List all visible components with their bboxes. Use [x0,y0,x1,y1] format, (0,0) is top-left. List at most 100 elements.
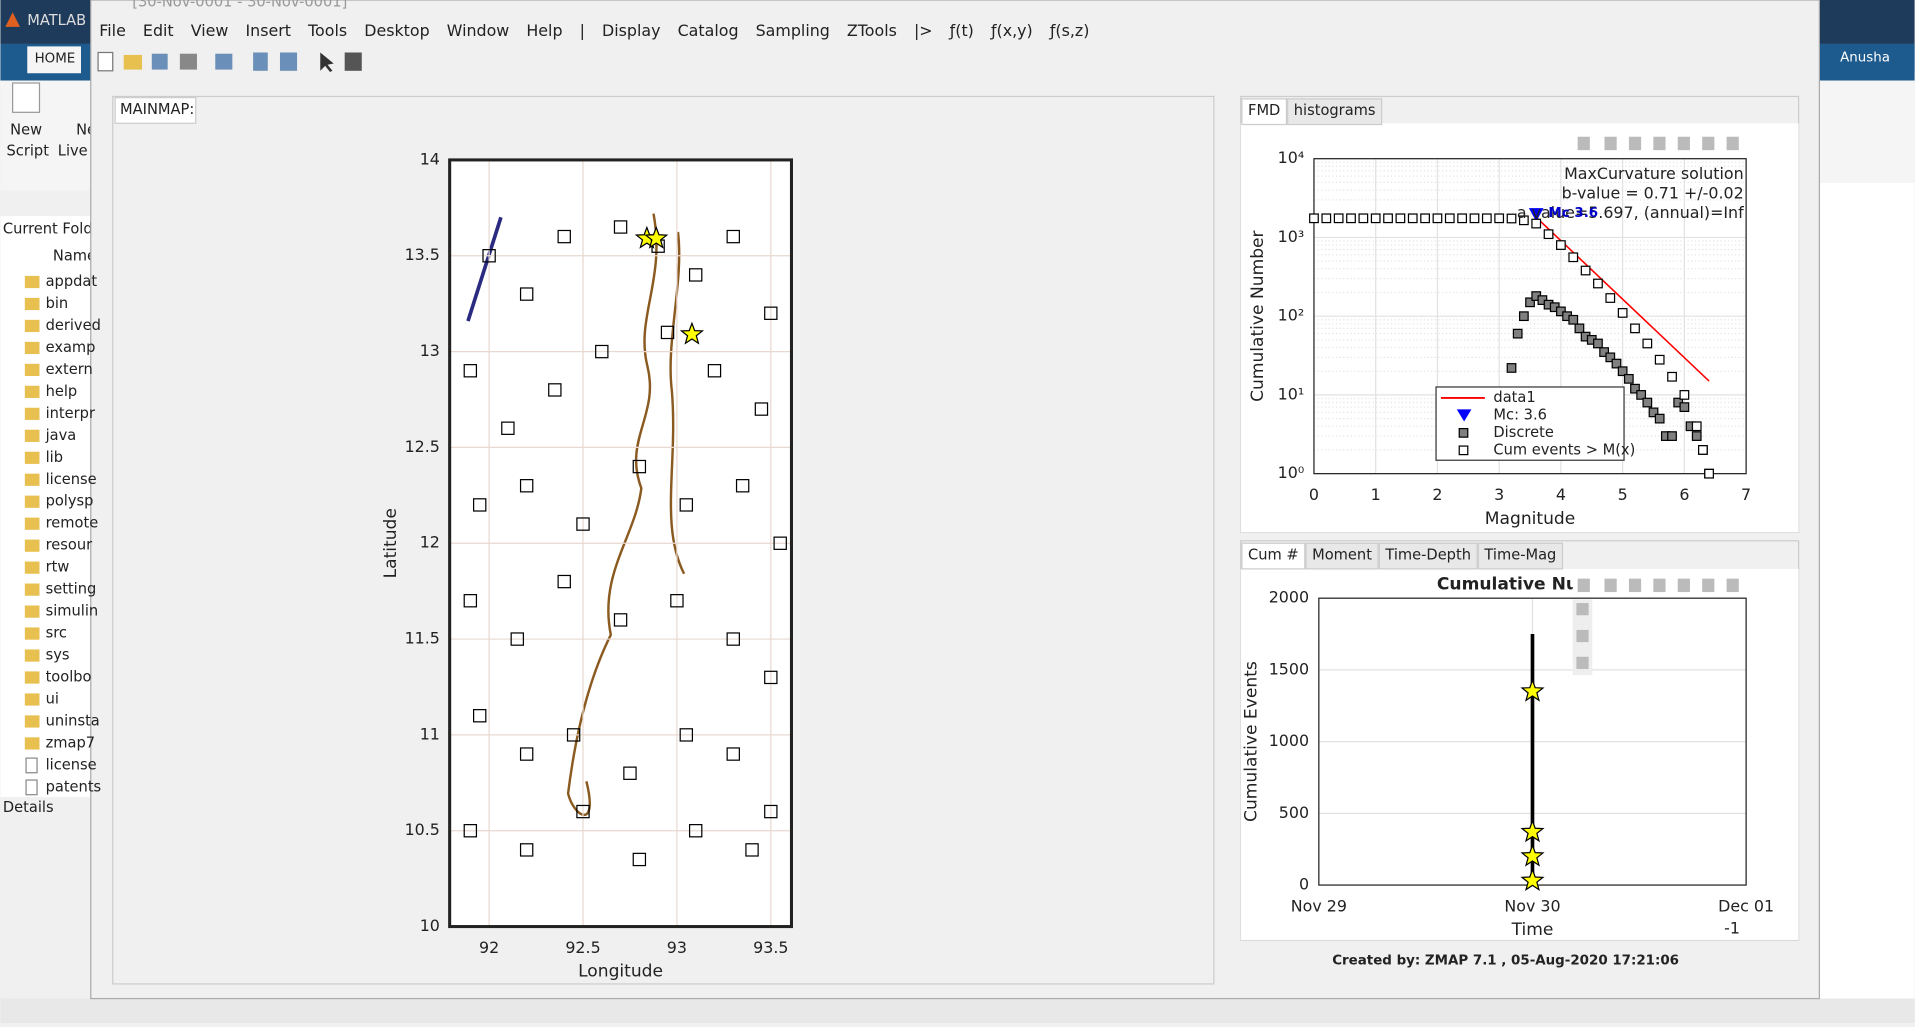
tab-box [1241,98,1288,126]
discrete-marker [1574,323,1585,334]
folder-icon [24,275,40,289]
cum-marker [1358,213,1369,224]
menu-item[interactable]: Help [526,21,562,40]
menu-item[interactable]: Desktop [364,21,429,40]
folder-item[interactable]: java [45,427,77,444]
folder-item[interactable]: zmap7 [46,734,95,751]
folder-item[interactable]: derived [46,317,101,334]
star-marker [1520,843,1545,867]
legend-swatch [1458,445,1469,456]
tab[interactable]: MAINMAP: [120,101,194,118]
user[interactable]: Anusha [1840,50,1890,65]
event-marker [735,479,750,493]
discrete-marker [1623,373,1634,384]
fmd-axes: 0 1 2 3 4 5 6 7 10⁰ 10¹ 10² 10³ 10⁴ Magnitude Cumulati… [1248,148,1751,529]
star-marker [1520,819,1545,843]
new-script[interactable]: Script [7,142,50,159]
event-marker [660,325,675,340]
folder-icon [24,715,40,728]
event-marker [707,364,722,378]
folder-item[interactable]: extern [46,361,93,378]
menu-item[interactable]: ƒ(t) [949,21,974,40]
annotation: MaxCurvature solution [1564,164,1744,183]
folder-item[interactable]: resour [46,537,94,554]
home-tab[interactable]: HOME [35,52,76,67]
legend-label: Cum events > M(x) [1493,441,1635,458]
folder-icon [24,429,40,442]
y-tick-label: 11.5 [405,629,440,648]
discrete-marker [1642,397,1653,408]
new-script[interactable]: New [10,122,42,139]
folder-item[interactable]: simulin [46,603,99,620]
folder-icon [24,451,40,464]
tab[interactable]: Time-Depth [1384,546,1471,563]
cum-marker [1407,213,1418,224]
folder-item[interactable]: uninsta [46,712,100,729]
current-folder: Current Folde [3,221,102,238]
folder-item[interactable]: appdat [46,273,98,290]
y-tick-label: 2000 [1269,588,1309,607]
menu-item[interactable]: Catalog [678,21,739,40]
folder-item[interactable]: help [46,383,78,400]
discrete-marker [1599,347,1610,357]
menu-item[interactable]: | [580,21,585,40]
event-marker [764,804,778,819]
menu-item[interactable]: File [99,21,126,40]
menu-item[interactable]: ƒ(s,z) [1049,21,1090,40]
discrete-marker [1593,338,1603,349]
folder-item[interactable]: license [46,756,97,773]
menu-item[interactable]: View [191,21,229,40]
event-marker [519,747,534,761]
folder-item[interactable]: lib [46,449,63,466]
x-tick-label: 93 [667,938,687,957]
tab[interactable]: FMD [1248,102,1280,119]
event-marker [519,843,534,857]
folder-item[interactable]: polysp [46,493,94,510]
event-marker [557,574,571,589]
menu-item[interactable]: Display [602,21,660,40]
tab[interactable]: histograms [1294,102,1376,119]
folder-item[interactable]: remote [46,515,99,532]
folder-item[interactable]: bin [46,295,69,312]
legend-swatch [1456,409,1472,422]
menu-item[interactable]: |> [914,21,933,40]
cum-marker [1494,213,1505,224]
folder-item[interactable]: license [46,471,97,488]
file-icon [25,757,38,774]
menu-item[interactable]: Insert [245,21,291,40]
menu-item[interactable]: Tools [307,21,347,40]
menu-item[interactable]: Edit [143,21,174,40]
folder-item[interactable]: setting [46,581,97,598]
event-marker [510,632,524,646]
tab[interactable]: Cum # [1248,546,1299,563]
tab-box [1305,542,1379,570]
cum-marker [1679,390,1690,400]
folder-icon [24,605,40,618]
event-marker [557,229,571,244]
y-tick-label: 500 [1279,803,1309,822]
folder-item[interactable]: rtw [46,559,70,576]
menu-item[interactable]: Window [447,21,510,40]
folder-item[interactable]: src [46,625,67,642]
folder-item[interactable]: examp [46,339,96,356]
folder-item[interactable]: patents [46,778,102,795]
x-tick-label: 0 [1309,485,1319,504]
folder-item[interactable]: interpr [46,405,96,422]
folder-item[interactable]: toolbo [46,669,92,686]
tab[interactable]: Time-Mag [1483,546,1556,563]
folder-item[interactable]: sys [46,647,70,664]
menu-item[interactable]: ƒ(x,y) [990,21,1033,40]
discrete-marker [1667,431,1677,441]
tab[interactable]: Moment [1312,546,1372,563]
event-marker [463,594,478,608]
discrete-marker [1636,390,1647,400]
event-marker [463,364,478,378]
cum-marker [1395,213,1406,224]
discrete-marker [1611,358,1622,369]
folder-icon [24,363,40,376]
folder-item[interactable]: ui [46,690,59,707]
y-tick-label: 13 [420,341,440,360]
menu-item[interactable]: Sampling [756,21,830,40]
menu-item[interactable]: ZTools [847,21,897,40]
